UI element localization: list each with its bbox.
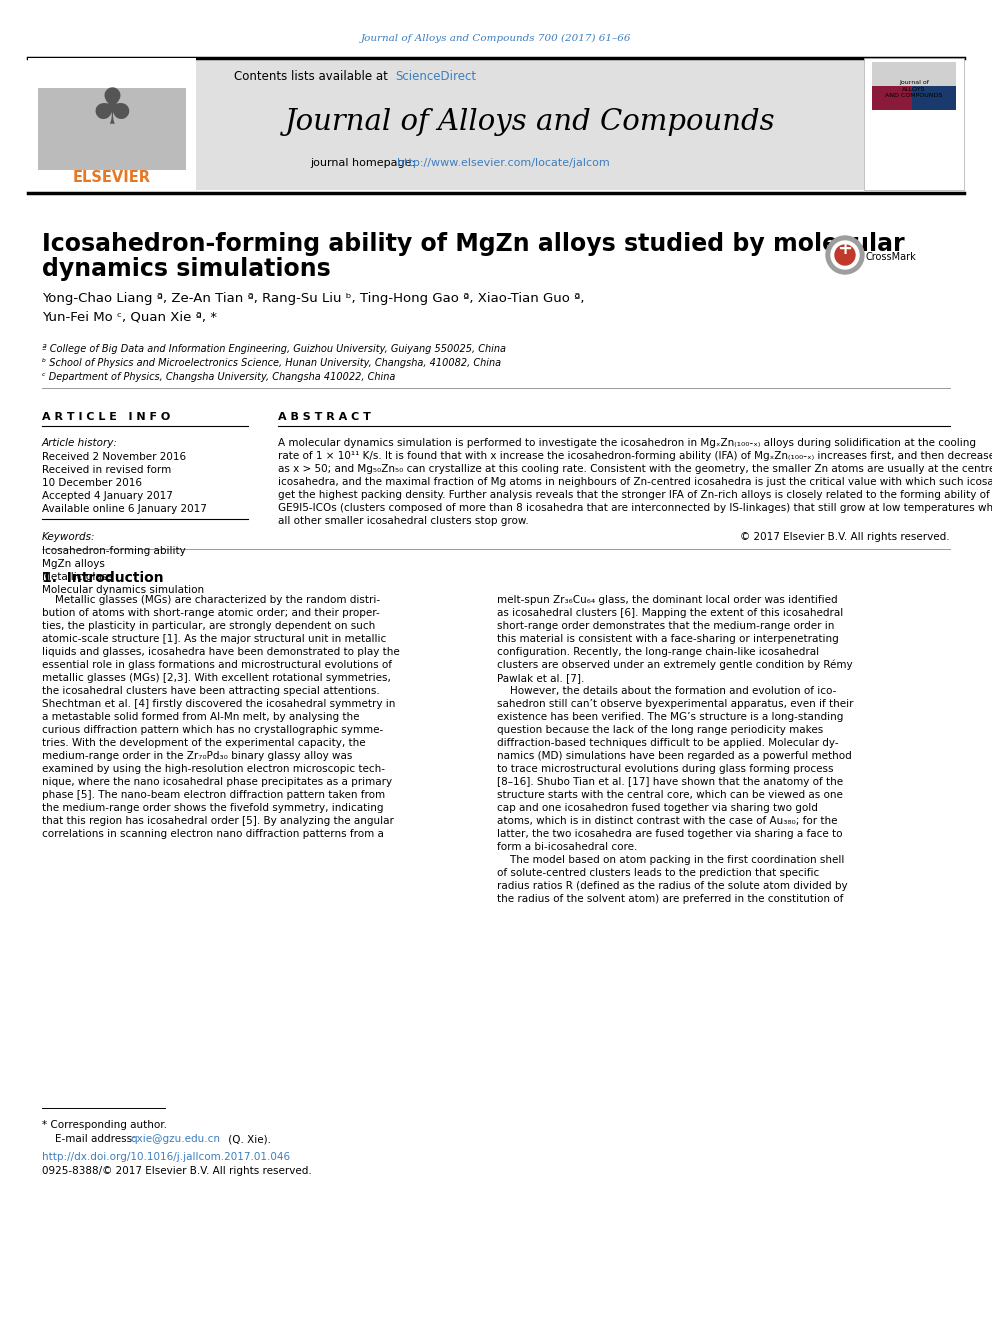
- Text: © 2017 Elsevier B.V. All rights reserved.: © 2017 Elsevier B.V. All rights reserved…: [740, 532, 950, 542]
- Bar: [872, 62, 956, 110]
- Text: structure starts with the central core, which can be viewed as one: structure starts with the central core, …: [497, 790, 843, 800]
- Text: this material is consistent with a face-sharing or interpenetrating: this material is consistent with a face-…: [497, 634, 839, 644]
- Bar: [28, 58, 196, 191]
- Text: ᵇ School of Physics and Microelectronics Science, Hunan University, Changsha, 41: ᵇ School of Physics and Microelectronics…: [42, 359, 501, 368]
- Text: ELSEVIER: ELSEVIER: [73, 171, 151, 185]
- Text: Journal of Alloys and Compounds: Journal of Alloys and Compounds: [285, 108, 776, 136]
- Text: ♣: ♣: [89, 86, 135, 134]
- Text: atomic-scale structure [1]. As the major structural unit in metallic: atomic-scale structure [1]. As the major…: [42, 634, 386, 644]
- Bar: [38, 89, 186, 169]
- Text: Received 2 November 2016: Received 2 November 2016: [42, 452, 186, 462]
- Text: (Q. Xie).: (Q. Xie).: [225, 1134, 271, 1144]
- Text: Molecular dynamics simulation: Molecular dynamics simulation: [42, 585, 204, 595]
- Text: question because the lack of the long range periodicity makes: question because the lack of the long ra…: [497, 725, 823, 736]
- Text: as x > 50; and Mg₅₀Zn₅₀ can crystallize at this cooling rate. Consistent with th: as x > 50; and Mg₅₀Zn₅₀ can crystallize …: [278, 464, 992, 474]
- Text: correlations in scanning electron nano diffraction patterns from a: correlations in scanning electron nano d…: [42, 830, 384, 839]
- Text: 1.  Introduction: 1. Introduction: [42, 572, 164, 585]
- Text: form a bi-icosahedral core.: form a bi-icosahedral core.: [497, 841, 638, 852]
- Text: A B S T R A C T: A B S T R A C T: [278, 411, 371, 422]
- Text: Available online 6 January 2017: Available online 6 January 2017: [42, 504, 207, 515]
- Text: short-range order demonstrates that the medium-range order in: short-range order demonstrates that the …: [497, 620, 834, 631]
- Text: bution of atoms with short-range atomic order; and their proper-: bution of atoms with short-range atomic …: [42, 609, 380, 618]
- Text: liquids and glasses, icosahedra have been demonstrated to play the: liquids and glasses, icosahedra have bee…: [42, 647, 400, 658]
- Text: [8–16]. Shubo Tian et al. [17] have shown that the anatomy of the: [8–16]. Shubo Tian et al. [17] have show…: [497, 777, 843, 787]
- Circle shape: [831, 241, 859, 269]
- Text: Shechtman et al. [4] firstly discovered the icosahedral symmetry in: Shechtman et al. [4] firstly discovered …: [42, 699, 396, 709]
- Text: all other smaller icosahedral clusters stop grow.: all other smaller icosahedral clusters s…: [278, 516, 529, 527]
- Text: journal homepage:: journal homepage:: [310, 157, 419, 168]
- Text: ties, the plasticity in particular, are strongly dependent on such: ties, the plasticity in particular, are …: [42, 620, 375, 631]
- Text: The model based on atom packing in the first coordination shell: The model based on atom packing in the f…: [497, 855, 844, 865]
- Text: Keywords:: Keywords:: [42, 532, 95, 542]
- Text: melt-spun Zr₃₆Cu₆₄ glass, the dominant local order was identified: melt-spun Zr₃₆Cu₆₄ glass, the dominant l…: [497, 595, 837, 605]
- Text: the icosahedral clusters have been attracting special attentions.: the icosahedral clusters have been attra…: [42, 687, 380, 696]
- Text: essential role in glass formations and microstructural evolutions of: essential role in glass formations and m…: [42, 660, 392, 669]
- Text: curious diffraction pattern which has no crystallographic symme-: curious diffraction pattern which has no…: [42, 725, 383, 736]
- Text: ScienceDirect: ScienceDirect: [395, 70, 476, 82]
- Text: medium-range order in the Zr₇₀Pd₃₀ binary glassy alloy was: medium-range order in the Zr₇₀Pd₃₀ binar…: [42, 751, 352, 761]
- Text: Icosahedron-forming ability: Icosahedron-forming ability: [42, 546, 186, 556]
- Text: a metastable solid formed from Al-Mn melt, by analysing the: a metastable solid formed from Al-Mn mel…: [42, 712, 359, 722]
- Text: cap and one icosahedron fused together via sharing two gold: cap and one icosahedron fused together v…: [497, 803, 817, 814]
- Text: 0925-8388/© 2017 Elsevier B.V. All rights reserved.: 0925-8388/© 2017 Elsevier B.V. All right…: [42, 1166, 311, 1176]
- Text: +: +: [837, 239, 852, 258]
- Text: CrossMark: CrossMark: [866, 251, 917, 262]
- Bar: [912, 86, 956, 110]
- Text: metallic glasses (MGs) [2,3]. With excellent rotational symmetries,: metallic glasses (MGs) [2,3]. With excel…: [42, 673, 391, 683]
- Text: of solute-centred clusters leads to the prediction that specific: of solute-centred clusters leads to the …: [497, 868, 819, 878]
- Text: existence has been verified. The MG’s structure is a long-standing: existence has been verified. The MG’s st…: [497, 712, 843, 722]
- Text: Metallic glass: Metallic glass: [42, 572, 113, 582]
- Text: nique, where the nano icosahedral phase precipitates as a primary: nique, where the nano icosahedral phase …: [42, 777, 392, 787]
- Text: ª College of Big Data and Information Engineering, Guizhou University, Guiyang 5: ª College of Big Data and Information En…: [42, 344, 506, 355]
- Text: the medium-range order shows the fivefold symmetry, indicating: the medium-range order shows the fivefol…: [42, 803, 384, 814]
- Text: Yong-Chao Liang ª, Ze-An Tian ª, Rang-Su Liu ᵇ, Ting-Hong Gao ª, Xiao-Tian Guo ª: Yong-Chao Liang ª, Ze-An Tian ª, Rang-Su…: [42, 292, 584, 306]
- Text: Article history:: Article history:: [42, 438, 118, 448]
- Text: GE9I5-ICOs (clusters composed of more than 8 icosahedra that are interconnected : GE9I5-ICOs (clusters composed of more th…: [278, 503, 992, 513]
- Text: get the highest packing density. Further analysis reveals that the stronger IFA : get the highest packing density. Further…: [278, 490, 990, 500]
- Text: A R T I C L E   I N F O: A R T I C L E I N F O: [42, 411, 171, 422]
- Text: configuration. Recently, the long-range chain-like icosahedral: configuration. Recently, the long-range …: [497, 647, 819, 658]
- Text: rate of 1 × 10¹¹ K/s. It is found that with x increase the icosahedron-forming a: rate of 1 × 10¹¹ K/s. It is found that w…: [278, 451, 992, 460]
- Circle shape: [826, 235, 864, 274]
- Bar: [864, 58, 964, 191]
- Text: sahedron still can’t observe byexperimental apparatus, even if their: sahedron still can’t observe byexperimen…: [497, 699, 853, 709]
- Text: Yun-Fei Mo ᶜ, Quan Xie ª, *: Yun-Fei Mo ᶜ, Quan Xie ª, *: [42, 310, 217, 323]
- Text: diffraction-based techniques difficult to be applied. Molecular dy-: diffraction-based techniques difficult t…: [497, 738, 838, 747]
- Text: clusters are observed under an extremely gentle condition by Rémy: clusters are observed under an extremely…: [497, 660, 853, 671]
- Bar: [28, 58, 864, 191]
- Text: phase [5]. The nano-beam electron diffraction pattern taken from: phase [5]. The nano-beam electron diffra…: [42, 790, 385, 800]
- Text: However, the details about the formation and evolution of ico-: However, the details about the formation…: [497, 687, 836, 696]
- Text: examined by using the high-resolution electron microscopic tech-: examined by using the high-resolution el…: [42, 763, 385, 774]
- Bar: [872, 86, 912, 110]
- Text: ᶜ Department of Physics, Changsha University, Changsha 410022, China: ᶜ Department of Physics, Changsha Univer…: [42, 372, 396, 382]
- Circle shape: [835, 245, 855, 265]
- Text: Journal of Alloys and Compounds 700 (2017) 61–66: Journal of Alloys and Compounds 700 (201…: [361, 33, 631, 42]
- Text: as icosahedral clusters [6]. Mapping the extent of this icosahedral: as icosahedral clusters [6]. Mapping the…: [497, 609, 843, 618]
- Text: Metallic glasses (MGs) are characterized by the random distri-: Metallic glasses (MGs) are characterized…: [42, 595, 380, 605]
- Text: * Corresponding author.: * Corresponding author.: [42, 1121, 167, 1130]
- Text: E-mail address:: E-mail address:: [55, 1134, 139, 1144]
- Text: the radius of the solvent atom) are preferred in the constitution of: the radius of the solvent atom) are pref…: [497, 894, 843, 904]
- Text: 10 December 2016: 10 December 2016: [42, 478, 142, 488]
- Text: Contents lists available at: Contents lists available at: [234, 70, 392, 82]
- Text: that this region has icosahedral order [5]. By analyzing the angular: that this region has icosahedral order […: [42, 816, 394, 826]
- Text: MgZn alloys: MgZn alloys: [42, 560, 105, 569]
- Text: Icosahedron-forming ability of MgZn alloys studied by molecular: Icosahedron-forming ability of MgZn allo…: [42, 232, 905, 255]
- Text: tries. With the development of the experimental capacity, the: tries. With the development of the exper…: [42, 738, 366, 747]
- Text: namics (MD) simulations have been regarded as a powerful method: namics (MD) simulations have been regard…: [497, 751, 852, 761]
- Text: radius ratios R (defined as the radius of the solute atom divided by: radius ratios R (defined as the radius o…: [497, 881, 847, 890]
- Text: qxie@gzu.edu.cn: qxie@gzu.edu.cn: [130, 1134, 220, 1144]
- Text: icosahedra, and the maximal fraction of Mg atoms in neighbours of Zn-centred ico: icosahedra, and the maximal fraction of …: [278, 478, 992, 487]
- Text: http://dx.doi.org/10.1016/j.jallcom.2017.01.046: http://dx.doi.org/10.1016/j.jallcom.2017…: [42, 1152, 290, 1162]
- Text: latter, the two icosahedra are fused together via sharing a face to: latter, the two icosahedra are fused tog…: [497, 830, 842, 839]
- Text: Pawlak et al. [7].: Pawlak et al. [7].: [497, 673, 584, 683]
- Text: A molecular dynamics simulation is performed to investigate the icosahedron in M: A molecular dynamics simulation is perfo…: [278, 438, 976, 448]
- Text: to trace microstructural evolutions during glass forming process: to trace microstructural evolutions duri…: [497, 763, 833, 774]
- Text: http://www.elsevier.com/locate/jalcom: http://www.elsevier.com/locate/jalcom: [397, 157, 610, 168]
- Text: dynamics simulations: dynamics simulations: [42, 257, 330, 280]
- Text: atoms, which is in distinct contrast with the case of Au₃₈₀; for the: atoms, which is in distinct contrast wit…: [497, 816, 837, 826]
- Text: Accepted 4 January 2017: Accepted 4 January 2017: [42, 491, 173, 501]
- Text: Received in revised form: Received in revised form: [42, 464, 172, 475]
- Text: Journal of
ALLOYS
AND COMPOUNDS: Journal of ALLOYS AND COMPOUNDS: [886, 79, 942, 98]
